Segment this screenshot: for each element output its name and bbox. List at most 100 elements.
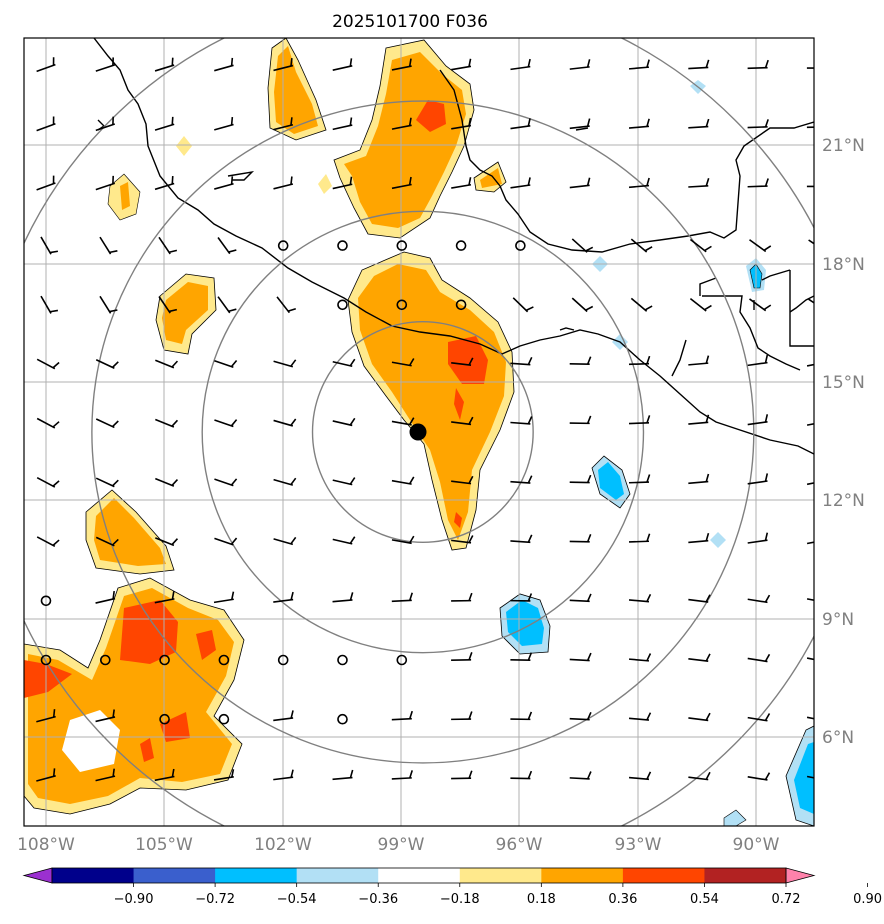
wind-barb bbox=[806, 126, 814, 129]
wind-barb bbox=[688, 712, 711, 722]
negative-region bbox=[506, 600, 544, 646]
wind-barb bbox=[332, 769, 354, 781]
wind-barb bbox=[36, 768, 56, 782]
wind-barb bbox=[747, 713, 771, 722]
wind-barb bbox=[569, 415, 592, 425]
wind-barb bbox=[154, 116, 175, 131]
wind-barb bbox=[154, 176, 175, 191]
wind-barb bbox=[688, 771, 711, 781]
calm-wind-circle bbox=[277, 240, 289, 251]
calm-wind-circle bbox=[277, 654, 289, 666]
wind-barb bbox=[95, 359, 119, 369]
colorbar-swatch bbox=[296, 868, 379, 883]
wind-barb bbox=[688, 118, 710, 129]
wind-barb bbox=[747, 532, 769, 544]
wind-barb bbox=[95, 57, 116, 72]
wind-barb bbox=[630, 238, 653, 253]
colorbar-tick-label: −0.18 bbox=[440, 892, 480, 907]
calm-wind-circle bbox=[515, 240, 526, 251]
positive-region bbox=[480, 168, 502, 188]
wind-barb bbox=[510, 416, 533, 425]
longitude-labels: 108°W 105°W 102°W 99°W 96°W 93°W 90°W bbox=[17, 835, 780, 855]
wind-barb bbox=[688, 414, 710, 425]
calm-wind-circle bbox=[218, 713, 230, 725]
wind-barb bbox=[217, 296, 237, 314]
calm-wind-circle bbox=[159, 654, 170, 666]
calm-wind-circle bbox=[159, 713, 170, 725]
wind-barb bbox=[391, 58, 412, 71]
wind-barb bbox=[391, 710, 413, 721]
wind-barb bbox=[214, 57, 234, 72]
range-rings bbox=[24, 38, 814, 826]
wind-barb bbox=[273, 710, 294, 722]
wind-barb bbox=[569, 652, 592, 662]
positive-region bbox=[196, 630, 216, 660]
wind-barb bbox=[747, 178, 769, 188]
negative-region bbox=[710, 532, 726, 548]
wind-barb bbox=[391, 417, 415, 426]
wind-barb bbox=[628, 593, 652, 603]
wind-barb bbox=[451, 592, 473, 602]
wind-barb bbox=[391, 476, 415, 485]
wind-barb bbox=[332, 477, 356, 486]
wind-barb bbox=[36, 536, 60, 548]
positive-region bbox=[448, 336, 488, 384]
wind-barb bbox=[332, 417, 356, 427]
calm-wind-circle bbox=[396, 240, 408, 251]
wind-barb bbox=[451, 711, 473, 721]
wind-barb bbox=[95, 116, 116, 132]
colorbar-swatch bbox=[622, 868, 705, 883]
calm-wind-circle bbox=[455, 240, 467, 251]
lat-label: 12°N bbox=[822, 491, 865, 511]
colorbar-swatch bbox=[459, 868, 542, 883]
positive-region bbox=[140, 738, 154, 762]
positive-region bbox=[162, 282, 208, 344]
colorbar-swatch bbox=[215, 868, 298, 883]
wind-barb bbox=[510, 58, 531, 71]
wind-barb bbox=[510, 770, 533, 780]
wind-barb bbox=[36, 358, 60, 370]
wind-barb bbox=[630, 297, 653, 312]
positive-region bbox=[94, 498, 166, 566]
wind-barb bbox=[273, 536, 297, 546]
wind-barb bbox=[628, 712, 652, 721]
graticule bbox=[24, 38, 814, 826]
wind-barb bbox=[154, 768, 175, 782]
calm-wind-circle bbox=[337, 299, 348, 311]
wind-barb bbox=[40, 236, 59, 255]
wind-barb bbox=[95, 709, 116, 723]
colorbar-extend-low bbox=[22, 867, 53, 884]
wind-barb bbox=[628, 474, 651, 484]
wind-barb bbox=[510, 118, 531, 130]
wind-barb bbox=[628, 653, 652, 662]
colorbar-tick-label: −0.72 bbox=[195, 892, 235, 907]
wind-barb bbox=[273, 769, 294, 781]
lon-label: 105°W bbox=[135, 835, 193, 855]
wind-barb bbox=[510, 177, 531, 189]
wind-barb bbox=[36, 709, 56, 723]
range-ring bbox=[201, 210, 645, 654]
wind-barb bbox=[806, 541, 814, 545]
wind-barb bbox=[451, 177, 472, 189]
wind-barb bbox=[95, 536, 119, 547]
wind-barb bbox=[451, 416, 474, 426]
wind-barb bbox=[688, 473, 710, 485]
latitude-labels: 6°N 9°N 12°N 15°N 18°N 21°N bbox=[822, 136, 865, 748]
wind-barb bbox=[155, 418, 179, 428]
lat-label: 21°N bbox=[822, 136, 865, 156]
wind-barb bbox=[628, 533, 651, 543]
positive-region bbox=[358, 264, 506, 540]
wind-barb bbox=[158, 296, 178, 314]
wind-barb bbox=[273, 418, 297, 427]
negative-region bbox=[723, 809, 747, 826]
wind-barb bbox=[510, 593, 533, 602]
wind-barb bbox=[747, 473, 769, 485]
wind-barb bbox=[154, 591, 175, 604]
calm-wind-circle bbox=[40, 595, 52, 607]
wind-barb bbox=[747, 594, 771, 604]
wind-barb bbox=[332, 117, 353, 131]
wind-barb bbox=[391, 770, 413, 780]
lat-label: 6°N bbox=[822, 728, 854, 748]
wind-barb bbox=[276, 296, 297, 314]
colorbar-tick-label: 0.18 bbox=[527, 892, 556, 907]
